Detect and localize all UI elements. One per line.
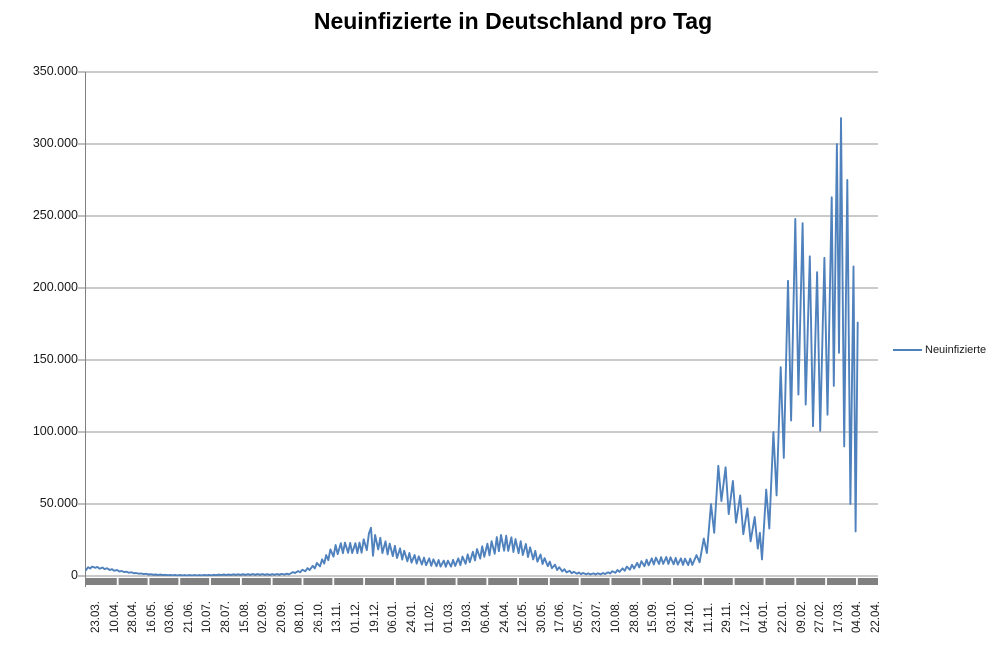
x-axis-label: 17.12.	[739, 601, 752, 633]
x-axis-label: 01.12.	[350, 601, 363, 633]
x-axis-label: 13.11.	[331, 601, 344, 633]
x-axis-label: 17.06.	[554, 601, 567, 633]
y-axis-label: 100.000	[32, 424, 78, 438]
x-axis-label: 24.01.	[405, 601, 418, 633]
x-axis-label: 10.04.	[108, 601, 121, 633]
x-axis-label: 11.02.	[424, 601, 437, 633]
x-axis-label: 10.08.	[609, 601, 622, 633]
x-axis-label: 15.08.	[238, 601, 251, 633]
x-axis-label: 30.05.	[535, 601, 548, 633]
legend: Neuinfizierte	[893, 344, 986, 356]
x-axis-label: 03.10.	[665, 601, 678, 633]
x-axis-label: 23.03.	[90, 601, 103, 633]
y-axis-label: 250.000	[32, 208, 78, 222]
y-axis-label: 0	[71, 568, 78, 582]
x-axis-label: 28.08.	[628, 601, 641, 633]
x-axis-label: 24.04.	[498, 601, 511, 633]
legend-series-label: Neuinfizierte	[925, 344, 987, 356]
x-axis-label: 17.03.	[832, 601, 845, 633]
x-axis-label: 20.09.	[275, 601, 288, 633]
x-axis-label: 03.06.	[164, 601, 177, 633]
chart-title: Neuinfizierte in Deutschland pro Tag	[313, 8, 713, 34]
x-axis-label: 29.11.	[721, 601, 734, 633]
x-axis-label: 06.01.	[387, 601, 400, 633]
x-axis-label: 09.02.	[795, 601, 808, 633]
y-axis-label: 150.000	[32, 352, 78, 366]
x-axis-label: 21.06.	[182, 601, 195, 633]
x-axis-label: 24.10.	[684, 601, 697, 633]
x-axis-label: 06.04.	[479, 601, 492, 633]
x-axis-label: 02.09.	[257, 601, 270, 633]
x-axis-label: 01.03.	[442, 601, 455, 633]
x-axis-label: 16.05.	[145, 601, 158, 633]
x-axis-label: 08.10.	[294, 601, 307, 633]
x-axis-label: 22.01.	[777, 601, 790, 633]
x-axis-label: 19.03.	[461, 601, 474, 633]
y-axis-label: 300.000	[32, 136, 78, 150]
x-axis-label: 05.07.	[572, 601, 585, 633]
x-axis-label: 04.01.	[758, 601, 771, 633]
x-axis-label: 26.10.	[312, 601, 325, 633]
x-axis-label: 04.04.	[851, 601, 864, 633]
x-axis-label: 11.11.	[702, 602, 715, 633]
y-axis-label: 200.000	[32, 280, 78, 294]
x-axis-label: 10.07.	[201, 601, 214, 633]
x-axis-label: 28.07.	[220, 601, 233, 633]
x-axis-label: 12.05.	[517, 601, 530, 633]
x-axis-label: 22.04.	[869, 601, 882, 633]
x-axis-label: 19.12.	[368, 601, 381, 633]
x-axis-label: 27.02.	[814, 601, 827, 633]
x-axis-label: 15.09.	[647, 601, 660, 633]
x-axis-label: 28.04.	[127, 601, 140, 633]
x-axis-label: 23.07.	[591, 601, 604, 633]
legend-line-sample-icon	[893, 349, 922, 351]
y-axis-label: 350.000	[32, 64, 78, 78]
y-axis-label: 50.000	[39, 496, 78, 510]
